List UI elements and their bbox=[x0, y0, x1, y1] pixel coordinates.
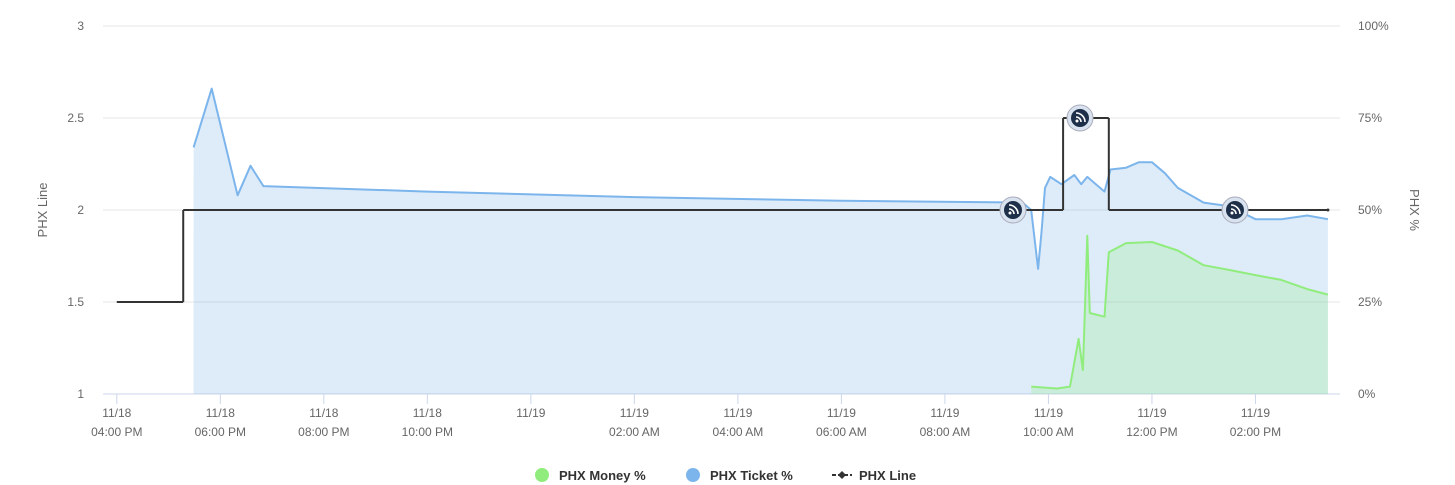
area-line bbox=[192, 87, 1329, 270]
icon-waves bbox=[1230, 204, 1241, 215]
y-tick-label: 2 bbox=[77, 203, 84, 217]
x-tick-label: 11/18 bbox=[413, 406, 442, 420]
x-tick-label: 02:00 PM bbox=[1230, 425, 1281, 439]
y-tick-label: 1 bbox=[77, 387, 84, 401]
news-icon bbox=[1221, 196, 1249, 224]
y2-tick-label: 100% bbox=[1358, 19, 1389, 33]
x-tick-label: 11/19 bbox=[827, 406, 856, 420]
x-tick-label: 11/19 bbox=[723, 406, 752, 420]
legend-label: PHX Money % bbox=[559, 468, 646, 483]
legend-symbol bbox=[686, 468, 700, 482]
x-tick-label: 11/19 bbox=[620, 406, 649, 420]
y-tick-label: 1.5 bbox=[67, 295, 84, 309]
icon-dot bbox=[1075, 119, 1079, 123]
legend-symbol bbox=[535, 468, 549, 482]
y-axis-title: PHX Line bbox=[35, 183, 50, 238]
y-tick-label: 2.5 bbox=[67, 111, 84, 125]
x-tick-label: 11/19 bbox=[930, 406, 959, 420]
legend-label: PHX Ticket % bbox=[710, 468, 793, 483]
x-tick-label: 04:00 AM bbox=[713, 425, 764, 439]
news-icon bbox=[1066, 104, 1094, 132]
x-tick-label: 04:00 PM bbox=[91, 425, 142, 439]
y2-tick-label: 0% bbox=[1358, 387, 1376, 401]
x-tick-label: 11/19 bbox=[1034, 406, 1063, 420]
x-tick-label: 11/19 bbox=[516, 406, 545, 420]
y2-tick-label: 25% bbox=[1358, 295, 1382, 309]
x-tick-label: 12:00 PM bbox=[1126, 425, 1177, 439]
x-tick-label: 10:00 PM bbox=[402, 425, 453, 439]
x-tick-label: 06:00 PM bbox=[195, 425, 246, 439]
legend-symbol bbox=[838, 471, 846, 479]
icon-dot bbox=[1008, 211, 1012, 215]
icon-dot bbox=[1230, 211, 1234, 215]
y2-tick-label: 75% bbox=[1358, 111, 1382, 125]
area-fill bbox=[193, 88, 1328, 394]
x-tick-label: 06:00 AM bbox=[816, 425, 867, 439]
x-tick-label: 11/19 bbox=[1137, 406, 1166, 420]
x-tick-label: 08:00 AM bbox=[920, 425, 971, 439]
x-tick-label: 10:00 AM bbox=[1023, 425, 1074, 439]
legend: PHX Money % PHX Ticket % PHX Line bbox=[535, 468, 916, 483]
y2-axis-title: PHX % bbox=[1407, 189, 1422, 231]
news-icon bbox=[999, 196, 1027, 224]
area-line bbox=[1031, 234, 1329, 390]
icon-waves bbox=[1008, 204, 1019, 215]
x-tick-label: 11/18 bbox=[206, 406, 235, 420]
x-tick-label: 08:00 PM bbox=[298, 425, 349, 439]
y2-tick-label: 50% bbox=[1358, 203, 1382, 217]
y-tick-label: 3 bbox=[77, 19, 84, 33]
legend-label: PHX Line bbox=[859, 468, 916, 483]
step-end bbox=[1326, 208, 1330, 212]
x-tick-label: 11/19 bbox=[1241, 406, 1270, 420]
x-tick-label: 02:00 AM bbox=[609, 425, 660, 439]
x-tick-label: 11/18 bbox=[102, 406, 131, 420]
x-tick-label: 11/18 bbox=[309, 406, 338, 420]
icon-waves bbox=[1075, 112, 1086, 123]
